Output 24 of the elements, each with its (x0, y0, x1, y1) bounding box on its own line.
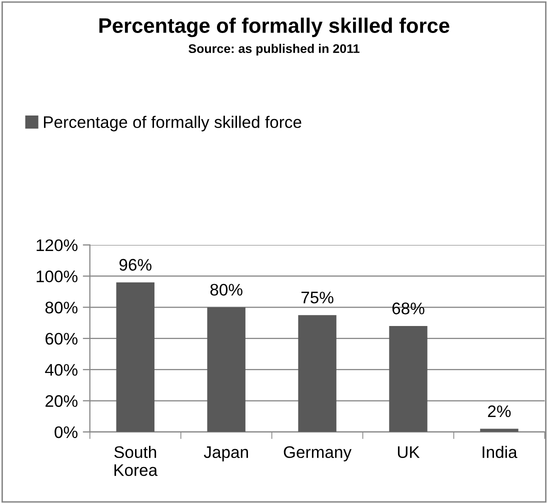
bar (389, 326, 428, 432)
y-tick-label: 100% (36, 270, 78, 282)
y-tick-label: 40% (45, 364, 78, 376)
chart-title: Percentage of formally skilled force (99, 18, 450, 38)
bar (116, 282, 154, 432)
data-label: 2% (488, 405, 511, 418)
y-tick-label: 120% (36, 239, 78, 252)
x-tick-label: Germany (284, 446, 352, 462)
legend-label: Percentage of formally skilled force (44, 116, 302, 132)
data-label: 75% (301, 292, 334, 304)
data-label: 68% (392, 302, 424, 314)
x-tick-label: South Korea (114, 446, 158, 476)
y-tick-label: 60% (46, 332, 78, 345)
bar (298, 315, 336, 432)
chart-subtitle: Source: as published in 2011 (188, 44, 360, 56)
y-tick-label: 20% (46, 395, 78, 407)
y-tick-label: 0% (54, 426, 78, 438)
x-tick-label: Japan (204, 446, 248, 462)
x-tick-label: India (482, 446, 518, 458)
data-label: 80% (210, 284, 242, 296)
y-tick-label: 80% (45, 302, 78, 314)
data-label: 96% (119, 258, 152, 271)
bar (207, 307, 246, 432)
x-tick-label: UK (398, 446, 420, 458)
